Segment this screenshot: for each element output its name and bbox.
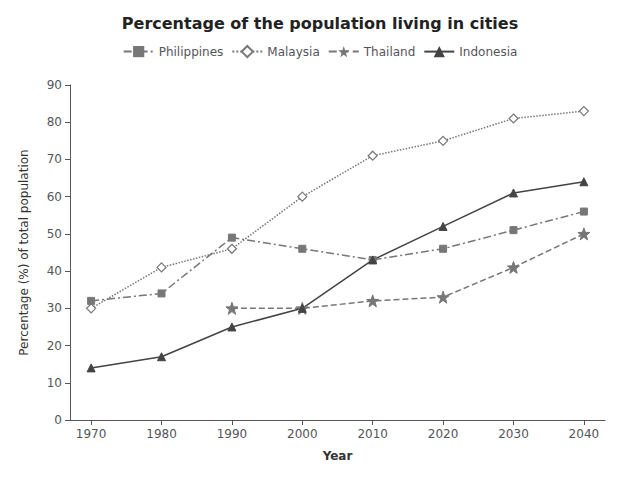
svg-text:Malaysia: Malaysia <box>267 45 319 59</box>
svg-text:60: 60 <box>47 190 62 204</box>
svg-text:0: 0 <box>54 413 62 427</box>
svg-text:2040: 2040 <box>569 427 600 441</box>
svg-text:Philippines: Philippines <box>159 45 224 59</box>
svg-text:Indonesia: Indonesia <box>459 45 517 59</box>
svg-text:20: 20 <box>47 339 62 353</box>
svg-text:80: 80 <box>47 115 62 129</box>
svg-text:2010: 2010 <box>357 427 388 441</box>
svg-text:50: 50 <box>47 227 62 241</box>
svg-text:2030: 2030 <box>498 427 529 441</box>
svg-text:2020: 2020 <box>428 427 459 441</box>
svg-text:Thailand: Thailand <box>363 45 416 59</box>
svg-text:2000: 2000 <box>287 427 318 441</box>
svg-text:90: 90 <box>47 78 62 92</box>
svg-text:Percentage (%) of total popula: Percentage (%) of total population <box>17 149 31 355</box>
svg-text:30: 30 <box>47 301 62 315</box>
svg-text:40: 40 <box>47 264 62 278</box>
svg-text:1980: 1980 <box>146 427 177 441</box>
svg-text:10: 10 <box>47 376 62 390</box>
svg-text:70: 70 <box>47 152 62 166</box>
svg-text:Year: Year <box>322 449 353 463</box>
svg-text:1970: 1970 <box>76 427 107 441</box>
svg-text:Percentage of the population l: Percentage of the population living in c… <box>122 14 518 33</box>
svg-text:1990: 1990 <box>217 427 248 441</box>
